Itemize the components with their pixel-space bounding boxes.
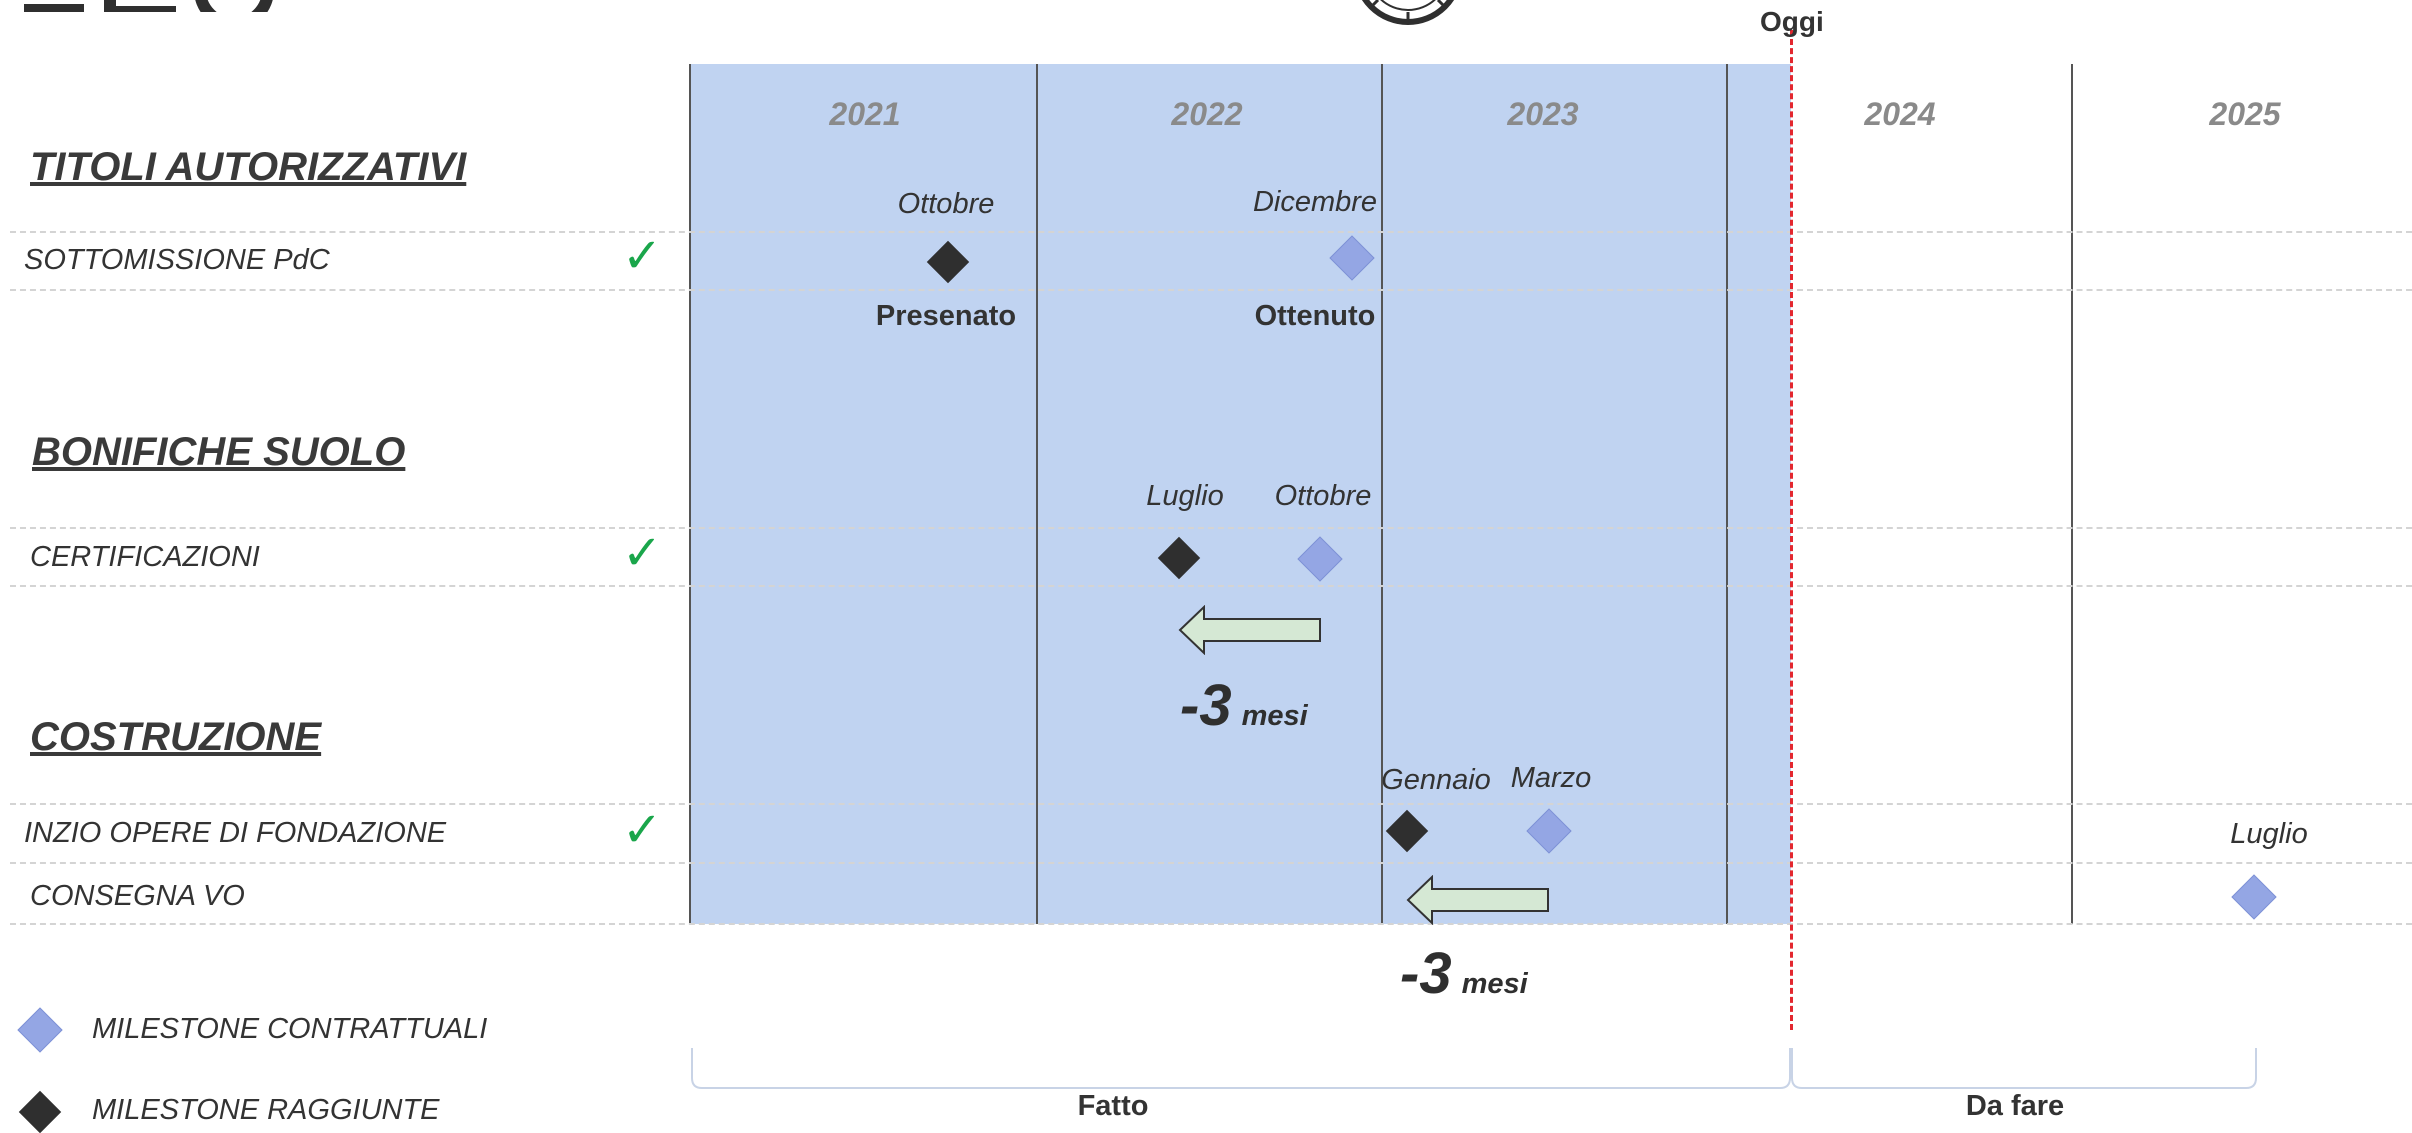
contractual-milestone-diamond [2231, 874, 2277, 920]
year-divider [2071, 64, 2073, 924]
row-label-sottomissione: SOTTOMISSIONE PdC [24, 244, 330, 276]
year-divider [689, 64, 691, 924]
phase-label-done: Fatto [1077, 1090, 1149, 1122]
clock-icon [1348, 0, 1468, 40]
milestone-month: Marzo [1510, 762, 1592, 794]
delay-value: -3 [1400, 941, 1452, 1006]
delay-label: -3 mesi [1180, 672, 1308, 739]
section-title-bonifiche: BONIFICHE SUOLO [32, 430, 406, 474]
year-label: 2021 [829, 96, 901, 132]
phase-brace-done [690, 1046, 1792, 1099]
year-label: 2024 [1864, 96, 1936, 132]
row-label-certificazioni: CERTIFICAZIONI [30, 541, 260, 573]
year-label: 2022 [1171, 96, 1243, 132]
milestone-month: Dicembre [1252, 186, 1378, 218]
check-icon: ✓ [622, 527, 663, 580]
year-divider [1381, 64, 1383, 924]
milestone-status: Ottenuto [1254, 300, 1376, 332]
section-title-titoli: TITOLI AUTORIZZATIVI [30, 145, 467, 189]
milestone-month: Ottobre [1274, 480, 1372, 512]
milestone-month: Gennaio [1381, 764, 1491, 796]
check-icon: ✓ [622, 230, 663, 283]
milestone-month: Ottobre [897, 188, 995, 220]
delay-value: -3 [1180, 673, 1232, 738]
today-label: Oggi [1760, 6, 1824, 37]
done-period-band [690, 64, 1791, 924]
milestone-month: Luglio [1146, 480, 1224, 512]
row-divider [10, 923, 2412, 925]
legend-label-reached: MILESTONE RAGGIUNTE [92, 1094, 440, 1126]
page-title-fragment [24, 0, 294, 12]
delay-unit: mesi [1241, 700, 1308, 732]
row-divider [10, 527, 2412, 529]
year-divider [1036, 64, 1038, 924]
delay-arrow-icon [1178, 604, 1322, 660]
row-label-consegna: CONSEGNA VO [30, 880, 245, 912]
delay-arrow-icon [1406, 874, 1550, 930]
row-label-fondazione: INZIO OPERE DI FONDAZIONE [24, 817, 447, 849]
delay-unit: mesi [1461, 968, 1528, 1000]
phase-label-todo: Da fare [1965, 1090, 2065, 1122]
row-divider [10, 585, 2412, 587]
row-divider [10, 862, 2412, 864]
year-label: 2023 [1507, 96, 1579, 132]
blue-diamond-icon [17, 1007, 63, 1053]
legend-label-contractual: MILESTONE CONTRATTUALI [92, 1013, 488, 1045]
section-title-costruzione: COSTRUZIONE [30, 715, 322, 759]
milestone-status: Presenato [875, 300, 1017, 332]
row-divider [10, 231, 2412, 233]
row-divider [10, 289, 2412, 291]
check-icon: ✓ [622, 804, 663, 857]
row-divider [10, 803, 2412, 805]
delay-label: -3 mesi [1400, 940, 1528, 1007]
year-label: 2025 [2209, 96, 2281, 132]
year-divider [1726, 64, 1728, 924]
phase-brace-todo [1790, 1046, 2260, 1099]
black-diamond-icon [18, 1090, 62, 1133]
milestone-month: Luglio [2230, 818, 2308, 850]
today-line [1790, 30, 1793, 1030]
